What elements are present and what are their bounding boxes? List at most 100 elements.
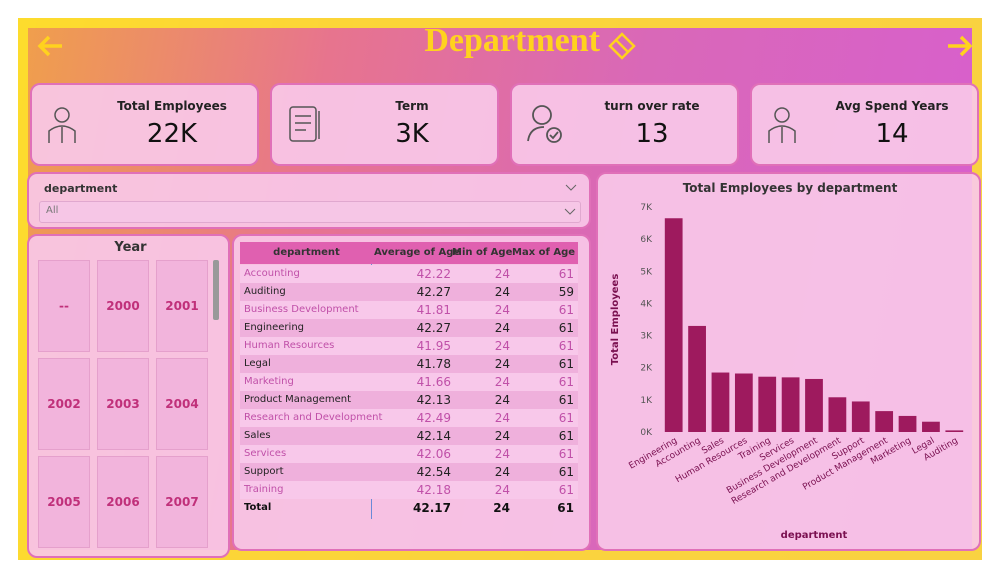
bar: [922, 421, 940, 432]
table-panel: department Average of Age Min of Age Max of…: [232, 234, 591, 551]
table-cell: Human Resources: [244, 340, 335, 351]
table-cell: 24: [494, 285, 510, 299]
card-icon: [527, 105, 562, 143]
card-value: 14: [875, 119, 909, 149]
bar: [945, 430, 964, 432]
table-cell: Marketing: [244, 376, 294, 387]
table-cell: 24: [494, 321, 510, 335]
table-cell: 24: [494, 339, 510, 353]
table-row-bg: [240, 481, 578, 499]
page-title: Department: [424, 22, 600, 59]
table-cell: 61: [558, 429, 574, 443]
table-cell: 61: [558, 465, 574, 479]
bar: [711, 372, 730, 432]
column-header: Average of Age: [374, 247, 461, 258]
y-axis-title: Total Employees: [610, 274, 621, 366]
bar: [875, 411, 894, 432]
table-row-bg: [240, 319, 578, 337]
card-label: Avg Spend Years: [835, 99, 949, 113]
year-tile[interactable]: 2001: [156, 260, 208, 352]
chart-title: Total Employees by department: [683, 181, 898, 195]
chart: Total Employees by department Total Emplo…: [610, 181, 964, 541]
table-cell: 61: [558, 483, 574, 497]
table-cell: Training: [244, 484, 284, 495]
table-total: 42.17: [413, 501, 451, 515]
year-tile[interactable]: 2007: [156, 456, 208, 548]
bar: [851, 401, 870, 432]
table-cell: 42.49: [416, 411, 451, 425]
table-cell: 42.13: [416, 393, 451, 407]
table-cell: Support: [244, 466, 284, 477]
scrollbar[interactable]: [213, 260, 219, 320]
year-tile[interactable]: 2006: [97, 456, 149, 548]
y-tick-label: 4K: [640, 299, 653, 309]
table-cell: 61: [558, 357, 574, 371]
table-cell: 61: [558, 303, 574, 317]
card-label: Term: [395, 99, 429, 113]
bar: [898, 415, 917, 432]
chevron: [565, 184, 577, 191]
filter-label: department: [44, 182, 118, 195]
chart-panel: Total Employees by department Total Emplo…: [596, 172, 981, 551]
table-cell: 41.78: [416, 357, 451, 371]
table-cell: Product Management: [244, 394, 352, 405]
card-value: 3K: [395, 119, 429, 149]
table-row-bg: [240, 355, 578, 373]
year-tile[interactable]: --: [38, 260, 90, 352]
card-icon: [289, 106, 320, 142]
column-header: Min of Age: [452, 247, 513, 258]
table-cell: 42.22: [416, 267, 451, 281]
table-cell: 24: [494, 447, 510, 461]
table-cell: 42.06: [416, 447, 451, 461]
table-cell: Business Development: [244, 304, 359, 315]
table-cell: Accounting: [244, 268, 300, 279]
table-cell: 61: [558, 411, 574, 425]
column-header: Max of Age: [512, 247, 576, 258]
table-cell: 61: [558, 375, 574, 389]
filter-panel: department All: [27, 172, 591, 229]
table-cell: 42.27: [416, 321, 451, 335]
chevron: [564, 208, 576, 215]
year-tile[interactable]: 2000: [97, 260, 149, 352]
filter-dropdown[interactable]: All: [39, 201, 581, 223]
table-cell: 24: [494, 375, 510, 389]
table-cell: 42.18: [416, 483, 451, 497]
y-tick-label: 6K: [640, 235, 653, 245]
table-cell: 24: [494, 267, 510, 281]
eraser-icon[interactable]: [606, 28, 638, 60]
table-cell: 61: [558, 267, 574, 281]
card-value: 22K: [146, 119, 198, 149]
bar: [688, 325, 706, 432]
table-row-bg: [240, 301, 578, 319]
year-tile[interactable]: 2002: [38, 358, 90, 450]
table-row-bg: [240, 463, 578, 481]
table-cell: 24: [494, 483, 510, 497]
kpi-card: Total Employees 22K: [30, 83, 259, 166]
table-cell: Sales: [244, 430, 271, 441]
card-label: turn over rate: [604, 99, 700, 113]
y-tick-label: 3K: [640, 332, 653, 342]
y-tick-label: 7K: [640, 203, 653, 213]
table-cell: Engineering: [244, 322, 304, 333]
table-row-bg: [240, 445, 578, 463]
table-header-bg: [240, 242, 578, 264]
table-total: 61: [557, 501, 574, 515]
year-tile[interactable]: 2004: [156, 358, 208, 450]
bar: [781, 377, 800, 432]
card-label: Total Employees: [117, 99, 227, 113]
year-tile[interactable]: 2003: [97, 358, 149, 450]
year-tile[interactable]: 2005: [38, 456, 90, 548]
card-value: 13: [635, 119, 669, 149]
table-row-bg: [240, 427, 578, 445]
forward-arrow[interactable]: [946, 34, 974, 58]
table-cell: 61: [558, 339, 574, 353]
table-total: Total: [244, 502, 272, 513]
table-cell: 61: [558, 393, 574, 407]
bar: [734, 373, 753, 432]
table-cell: Research and Development: [244, 412, 383, 423]
card-icon: [48, 107, 76, 143]
back-arrow[interactable]: [36, 34, 64, 58]
table-total: 24: [493, 501, 510, 515]
bar: [805, 378, 823, 432]
table-cell: 42.27: [416, 285, 451, 299]
